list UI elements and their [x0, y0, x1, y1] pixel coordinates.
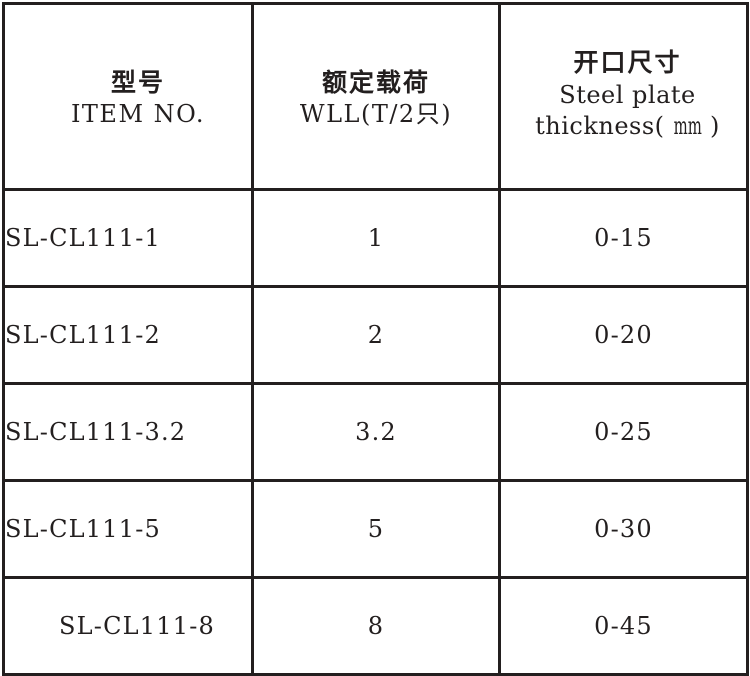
cell-thickness-text: 0-25 — [594, 417, 653, 446]
cell-wll: 3.2 — [251, 382, 501, 482]
header-text-stack-item: 型号 ITEM NO. — [15, 67, 261, 131]
cell-wll-text: 5 — [367, 514, 385, 543]
cell-wll-text: 8 — [367, 611, 385, 640]
header-row: 型号 ITEM NO. 额定载荷 WLL(T/2只) 开口尺寸 Steel pl… — [2, 2, 750, 191]
table-row: SL-CL111-3.2 3.2 0-25 — [2, 382, 749, 482]
cell-item-no: SL-CL111-3.2 — [2, 382, 254, 482]
column-header-thickness-en2: thickness( mm) — [535, 111, 720, 142]
cell-thickness-text: 0-30 — [594, 514, 653, 543]
cell-item-no: SL-CL111-2 — [2, 285, 254, 385]
column-header-wll: 额定载荷 WLL(T/2只) — [251, 2, 501, 191]
cell-wll: 8 — [251, 576, 501, 676]
header-text-stack-thickness: 开口尺寸 Steel plate thickness( mm) — [505, 47, 750, 142]
cell-item-no-text: SL-CL111-1 — [5, 223, 161, 252]
column-header-item-no-en: ITEM NO. — [70, 100, 206, 129]
cell-item-no: SL-CL111-1 — [2, 188, 254, 288]
cell-item-no-text: SL-CL111-5 — [5, 514, 161, 543]
column-header-thickness-en2-close: ) — [710, 111, 720, 140]
table-row: SL-CL111-8 8 0-45 — [2, 576, 749, 676]
column-header-item-no: 型号 ITEM NO. — [2, 2, 254, 191]
column-header-thickness-unit: mm — [673, 111, 702, 140]
cell-item-no: SL-CL111-5 — [2, 479, 254, 579]
column-header-wll-cn: 额定载荷 — [321, 67, 430, 97]
cell-wll: 5 — [251, 479, 501, 579]
cell-thickness-text: 0-15 — [594, 223, 653, 252]
table-row: SL-CL111-1 1 0-15 — [2, 188, 749, 288]
cell-thickness: 0-30 — [498, 479, 749, 579]
table-row: SL-CL111-2 2 0-20 — [2, 285, 749, 385]
cell-item-no-text: SL-CL111-2 — [5, 320, 161, 349]
cell-thickness: 0-15 — [498, 188, 749, 288]
header-text-stack-wll: 额定载荷 WLL(T/2只) — [254, 67, 498, 131]
cell-item-no: SL-CL111-8 — [2, 576, 254, 676]
cell-thickness: 0-20 — [498, 285, 749, 385]
cell-wll-text: 3.2 — [355, 417, 397, 446]
column-header-thickness-en: Steel plate — [559, 80, 696, 109]
table-header: 型号 ITEM NO. 额定载荷 WLL(T/2只) 开口尺寸 Steel pl… — [2, 2, 750, 191]
cell-thickness: 0-45 — [498, 576, 749, 676]
cell-wll-text: 1 — [367, 223, 385, 252]
table-body: SL-CL111-1 1 0-15 SL-CL111-2 2 0-20 — [2, 188, 749, 676]
cell-wll-text: 2 — [367, 320, 385, 349]
column-header-thickness-en2-text: thickness( — [535, 111, 665, 140]
column-header-item-no-cn: 型号 — [110, 67, 165, 97]
cell-thickness-text: 0-45 — [594, 611, 653, 640]
cell-wll: 2 — [251, 285, 501, 385]
cell-thickness: 0-25 — [498, 382, 749, 482]
cell-item-no-text: SL-CL111-8 — [59, 611, 215, 640]
cell-wll: 1 — [251, 188, 501, 288]
column-header-thickness-cn: 开口尺寸 — [573, 48, 682, 78]
cell-thickness-text: 0-20 — [594, 320, 653, 349]
table-row: SL-CL111-5 5 0-30 — [2, 479, 749, 579]
cell-item-no-text: SL-CL111-3.2 — [5, 417, 187, 446]
column-header-wll-en: WLL(T/2只) — [299, 100, 453, 129]
column-header-thickness: 开口尺寸 Steel plate thickness( mm) — [498, 2, 750, 191]
